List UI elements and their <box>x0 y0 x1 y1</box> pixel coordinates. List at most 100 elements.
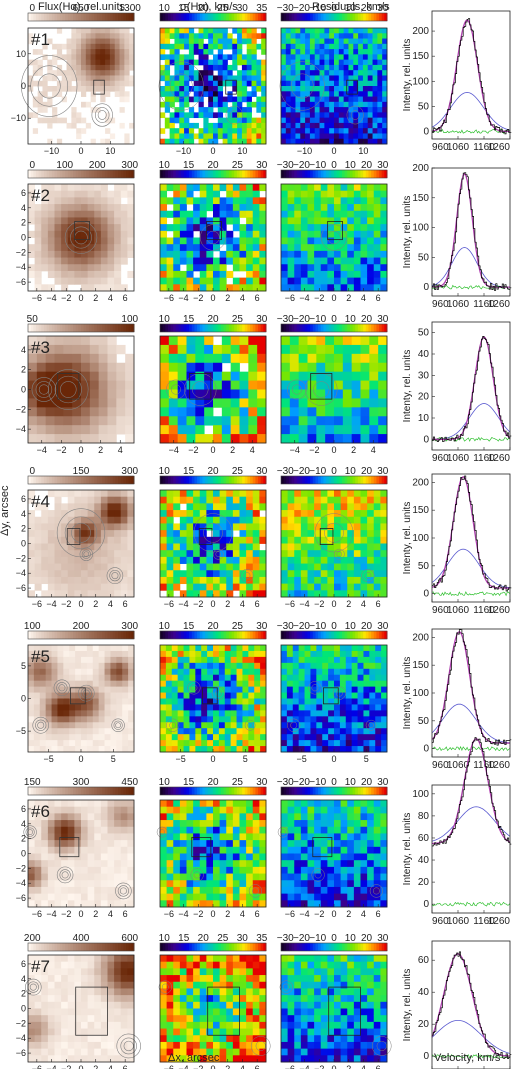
flux-pixel <box>85 86 92 92</box>
residual-pixel <box>307 576 315 585</box>
residual-pixel <box>369 425 379 435</box>
flux-pixel <box>76 112 82 119</box>
colorbar-segment <box>318 324 322 332</box>
sigma-pixel <box>166 277 174 285</box>
residual-pixel <box>328 650 335 658</box>
residual-pixel <box>300 91 306 97</box>
sigma-pixel <box>252 503 260 511</box>
residual-pixel <box>369 353 379 364</box>
colorbar-segment <box>191 476 195 484</box>
residual-pixel <box>345 674 353 682</box>
colorbar-segment <box>162 170 166 178</box>
sigma-pixel <box>169 80 175 87</box>
residual-pixel <box>295 33 301 39</box>
flux-pixel <box>74 210 82 218</box>
colorbar-segment <box>123 476 127 484</box>
colorbar-tick-label: 300 <box>121 621 138 632</box>
residual-pixel <box>295 96 301 103</box>
residual-pixel <box>319 49 325 55</box>
colorbar-segment <box>175 476 180 484</box>
flux-pixel <box>28 425 38 435</box>
flux-pixel <box>100 496 108 504</box>
flux-pixel <box>87 204 95 212</box>
colorbar-segment <box>78 13 82 21</box>
colorbar-segment <box>35 170 40 178</box>
sigma-pixel <box>241 54 248 61</box>
sigma-pixel <box>173 543 181 551</box>
flux-pixel <box>39 746 47 753</box>
residual-pixel <box>328 716 335 723</box>
flux-pixel <box>100 576 108 585</box>
sigma-pixel <box>177 698 184 705</box>
sigma-pixel <box>236 650 243 658</box>
residual-pixel <box>351 434 361 444</box>
flux-pixel <box>114 38 120 45</box>
residual-pixel <box>319 138 325 145</box>
residual-pixel <box>373 217 381 225</box>
sigma-pixel <box>232 197 240 205</box>
residual-pixel <box>377 28 383 34</box>
residual-pixel <box>307 503 315 511</box>
flux-pixel <box>98 680 105 688</box>
residual-pixel <box>320 523 328 531</box>
sigma-pixel <box>252 496 260 504</box>
colorbar-segment <box>199 324 203 332</box>
flux-pixel <box>104 716 111 723</box>
sigma-pixel <box>226 556 234 564</box>
flux-pixel <box>107 510 115 518</box>
sigma-pixel <box>201 704 208 711</box>
sigma-pixel <box>224 746 232 753</box>
colorbar-segment <box>112 170 116 178</box>
residual-pixel <box>362 70 369 76</box>
map-contour <box>211 686 225 700</box>
sigma-pixel <box>261 133 267 140</box>
residual-pixel <box>300 543 308 551</box>
flux-pixel <box>128 692 135 699</box>
residual-pixel <box>287 257 295 265</box>
residual-pixel <box>307 210 315 218</box>
flux-pixel <box>66 54 72 61</box>
flux-pixel <box>127 490 135 498</box>
sigma-pixel <box>168 425 179 435</box>
sigma-pixel <box>189 674 196 682</box>
flux-pixel <box>81 490 89 498</box>
sigma-pixel <box>204 344 214 355</box>
flux-pixel <box>90 33 96 39</box>
sigma-pixel <box>213 556 221 564</box>
flux-pixel <box>41 244 49 252</box>
residual-pixel <box>286 668 294 676</box>
colorbar-segment <box>210 13 214 21</box>
flux-pixel <box>47 190 55 198</box>
residual-pixel <box>353 101 359 108</box>
flux-pixel <box>33 692 41 699</box>
sigma-pixel <box>221 380 232 390</box>
flux-pixel <box>81 284 89 292</box>
residual-pixel <box>377 117 383 124</box>
flux-pixel <box>94 550 102 558</box>
flux-pixel <box>114 217 122 225</box>
flux-pixel <box>75 656 82 664</box>
residual-pixel <box>382 28 388 34</box>
sigma-pixel <box>218 746 226 753</box>
flux-pixel <box>94 556 102 564</box>
colorbar-segment <box>199 13 203 21</box>
colorbar-segment <box>205 631 209 639</box>
sigma-pixel <box>195 645 202 652</box>
residual-pixel <box>298 668 305 676</box>
flux-pixel <box>54 416 64 426</box>
flux-pixel <box>63 668 70 676</box>
sigma-pixel <box>183 645 190 652</box>
residual-pixel <box>353 530 361 538</box>
flux-pixel <box>81 204 89 212</box>
residual-pixel <box>362 96 369 103</box>
sigma-pixel <box>213 704 220 711</box>
flux-pixel <box>39 692 47 699</box>
flux-pixel <box>90 138 96 145</box>
flux-pixel <box>61 270 69 279</box>
sigma-pixel <box>174 49 180 55</box>
colorbar-segment <box>288 13 293 21</box>
flux-pixel <box>47 563 55 571</box>
residual-pixel <box>329 128 335 134</box>
flux-pixel <box>71 54 77 61</box>
spectrum-x-tick-label: 1160 <box>473 605 495 616</box>
